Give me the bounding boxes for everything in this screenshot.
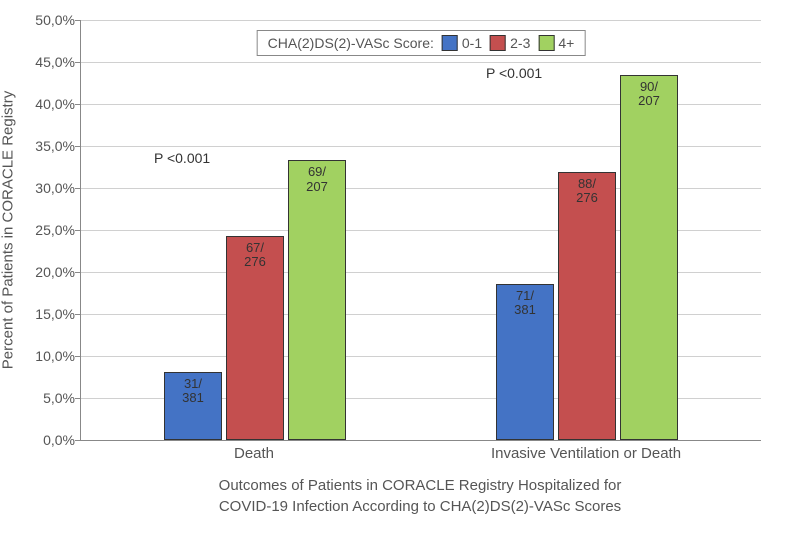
bar: 71/381 [496,284,554,440]
bar-value-label: 71/381 [497,289,553,318]
legend-swatch-1 [490,35,506,51]
x-axis-title: Outcomes of Patients in CORACLE Registry… [80,475,760,517]
legend-label-1: 2-3 [510,35,530,51]
y-tick-label: 30,0% [15,180,75,196]
gridline [81,20,761,21]
bar-value-label: 88/276 [559,177,615,206]
y-tick-mark [75,398,80,399]
x-group-label: Invasive Ventilation or Death [491,445,681,462]
bar-value-label: 69/207 [289,165,345,194]
bar: 90/207 [620,75,678,440]
legend-item-2: 4+ [538,35,574,51]
legend-title: CHA(2)DS(2)-VASc Score: [268,35,434,51]
bar-value-label: 67/276 [227,241,283,270]
y-tick-label: 35,0% [15,138,75,154]
bar: 88/276 [558,172,616,440]
bar-value-label: 31/381 [165,377,221,406]
gridline [81,62,761,63]
y-tick-mark [75,146,80,147]
y-tick-label: 40,0% [15,96,75,112]
p-value-label: P <0.001 [486,65,542,81]
y-tick-label: 10,0% [15,348,75,364]
legend: CHA(2)DS(2)-VASc Score: 0-1 2-3 4+ [257,30,586,56]
bar: 67/276 [226,236,284,440]
chart-container: Percent of Patients in CORACLE Registry … [0,0,787,549]
y-tick-mark [75,314,80,315]
y-tick-label: 5,0% [15,390,75,406]
legend-item-1: 2-3 [490,35,530,51]
bar: 69/207 [288,160,346,440]
y-tick-mark [75,62,80,63]
x-group-label: Death [234,445,274,462]
y-tick-label: 0,0% [15,432,75,448]
y-tick-label: 50,0% [15,12,75,28]
y-tick-mark [75,20,80,21]
bar-value-label: 90/207 [621,80,677,109]
legend-item-0: 0-1 [442,35,482,51]
y-tick-mark [75,440,80,441]
plot-area: CHA(2)DS(2)-VASc Score: 0-1 2-3 4+ 31/38… [80,20,761,441]
legend-label-0: 0-1 [462,35,482,51]
legend-swatch-0 [442,35,458,51]
y-tick-label: 15,0% [15,306,75,322]
x-axis-title-line1: Outcomes of Patients in CORACLE Registry… [219,477,622,494]
legend-swatch-2 [538,35,554,51]
y-tick-label: 25,0% [15,222,75,238]
y-tick-mark [75,188,80,189]
y-tick-label: 45,0% [15,54,75,70]
y-tick-mark [75,272,80,273]
p-value-label: P <0.001 [154,150,210,166]
legend-label-2: 4+ [558,35,574,51]
x-axis-title-line2: COVID-19 Infection According to CHA(2)DS… [219,498,621,515]
y-tick-mark [75,230,80,231]
y-tick-mark [75,104,80,105]
y-tick-label: 20,0% [15,264,75,280]
bar: 31/381 [164,372,222,440]
y-tick-mark [75,356,80,357]
